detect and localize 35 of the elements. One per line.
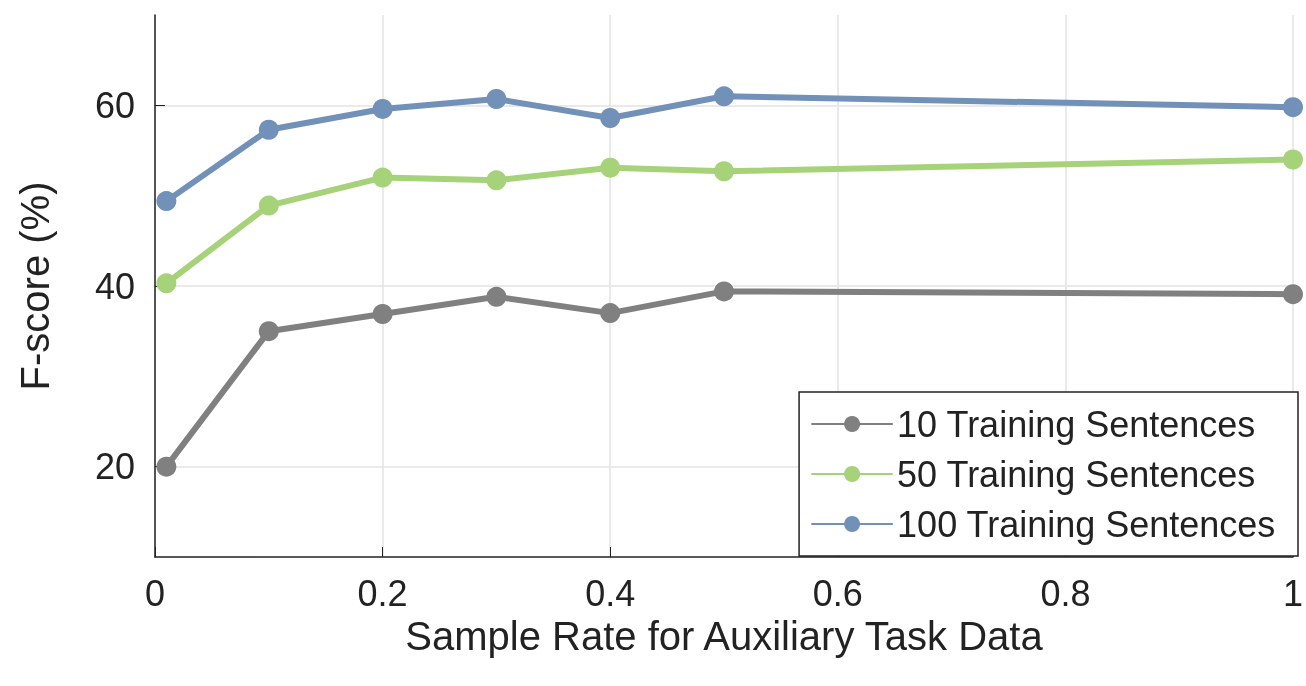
point [600, 157, 621, 178]
point [714, 161, 734, 182]
point [486, 170, 507, 191]
point [714, 86, 734, 107]
point [258, 321, 279, 342]
point [1283, 284, 1303, 305]
point [486, 286, 507, 307]
x-tick-label: 0.8 [1040, 572, 1091, 614]
point [258, 195, 279, 216]
point [372, 98, 393, 119]
x-axis-title: Sample Rate for Auxiliary Task Data [405, 613, 1044, 658]
x-tick-label: 0.2 [357, 572, 408, 614]
point [258, 119, 279, 140]
point [714, 281, 734, 302]
legend-label: 10 Training Sentences [897, 403, 1256, 445]
x-tick-label: 1 [1282, 572, 1303, 614]
point [156, 273, 177, 294]
x-tick-label: 0 [144, 572, 166, 614]
legend-label: 100 Training Sentences [897, 503, 1276, 545]
y-tick-label: 20 [94, 446, 135, 488]
point [600, 107, 621, 128]
point [372, 304, 393, 324]
legend-label: 50 Training Sentences [897, 453, 1256, 495]
y-tick-label: 40 [94, 265, 135, 307]
point [600, 303, 621, 324]
y-axis-title: F-score (%) [13, 181, 57, 391]
point [372, 167, 393, 188]
point [156, 191, 177, 212]
x-tick-label: 0.4 [585, 572, 636, 614]
point [1283, 149, 1303, 170]
y-tick-label: 60 [94, 84, 135, 126]
point [486, 89, 507, 109]
x-tick-label: 0.6 [812, 572, 863, 614]
point [156, 456, 177, 477]
point [1283, 97, 1303, 118]
